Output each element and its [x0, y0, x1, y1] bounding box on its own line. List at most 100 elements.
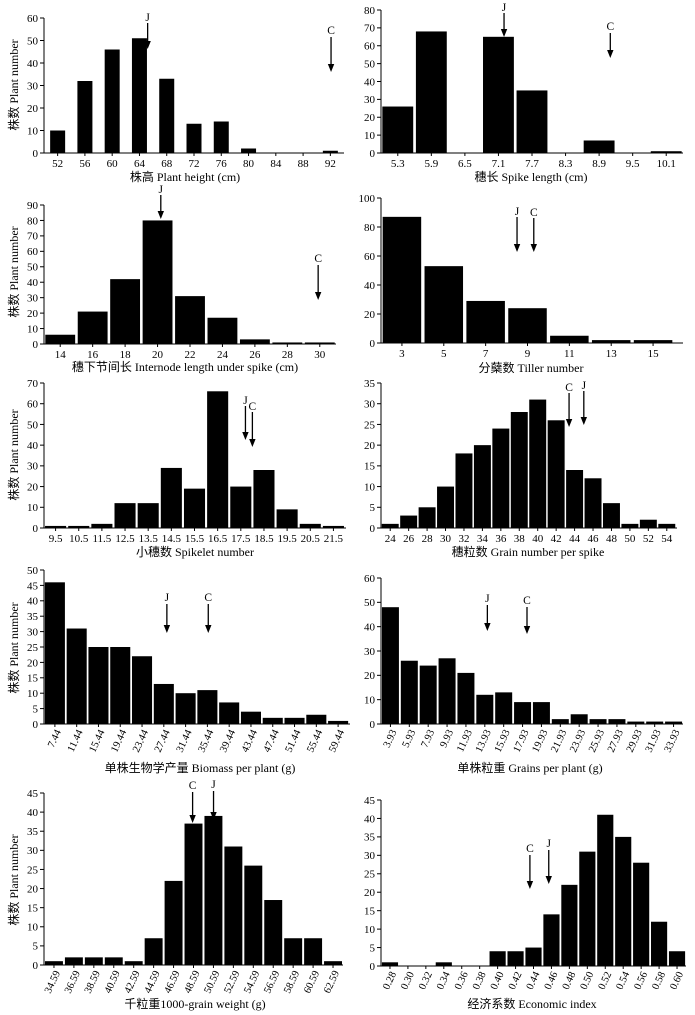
- y-tick-label: 20: [27, 883, 39, 895]
- histogram-bar: [45, 961, 63, 965]
- x-tick-label: 0.48: [561, 970, 579, 991]
- marker-label: C: [530, 207, 538, 219]
- x-tick-label: 5.3: [391, 158, 405, 170]
- y-tick-label: 80: [27, 215, 39, 227]
- y-tick-label: 50: [27, 565, 39, 577]
- y-tick-label: 35: [364, 832, 376, 844]
- histogram-bar: [241, 148, 257, 153]
- x-tick-label: 15.44: [88, 727, 108, 754]
- y-tick-label: 70: [27, 378, 39, 390]
- histogram-bar: [164, 880, 183, 965]
- y-tick-label: 0: [33, 339, 39, 351]
- histogram-bar: [230, 486, 252, 528]
- x-tick-label: 7.44: [46, 727, 64, 749]
- histogram-bar: [184, 823, 203, 965]
- x-tick-label: 19.44: [109, 727, 129, 754]
- y-tick-label: 40: [27, 807, 39, 819]
- histogram-bar: [91, 523, 113, 528]
- x-tick-label: 15: [648, 348, 660, 360]
- y-tick-label: 30: [27, 845, 39, 857]
- y-axis-title: 株数 Plant number: [6, 39, 21, 130]
- histogram-bar: [114, 503, 136, 528]
- y-tick-label: 90: [27, 200, 39, 212]
- x-tick-label: 27.44: [153, 727, 173, 754]
- y-tick-label: 50: [364, 597, 376, 609]
- x-tick-label: 44.59: [143, 969, 163, 995]
- histogram-bar: [668, 951, 686, 966]
- x-tick-label: 22: [185, 349, 196, 361]
- histogram-bar: [418, 507, 436, 528]
- x-tick-label: 34: [477, 533, 489, 545]
- histogram-bar: [551, 719, 569, 724]
- y-tick-label: 10: [364, 481, 376, 493]
- x-tick-label: 19.93: [531, 728, 551, 754]
- marker-label: J: [515, 206, 520, 218]
- histogram-panel: 0 5 10 15 20 25 30 35 24 26 28 30 32 34 36 38 40 42 44 46 48…: [364, 378, 677, 559]
- x-axis-title: 经济系数 Economic index: [467, 996, 596, 1011]
- x-tick-label: 72: [189, 158, 200, 170]
- marker-label: C: [526, 843, 534, 855]
- x-tick-label: 35.44: [196, 727, 216, 754]
- y-tick-label: 50: [27, 419, 39, 431]
- x-tick-label: 80: [243, 158, 255, 170]
- histogram-bar: [483, 36, 514, 154]
- histogram-bar: [457, 672, 475, 724]
- x-tick-label: 43.44: [240, 727, 260, 754]
- y-tick-label: 40: [364, 280, 376, 292]
- y-tick-label: 20: [364, 670, 376, 682]
- x-tick-label: 19.5: [277, 533, 297, 545]
- x-tick-label: 55.44: [305, 727, 325, 754]
- x-tick-label: 10.1: [657, 158, 676, 170]
- histogram-bar: [239, 339, 270, 344]
- x-tick-label: 16: [87, 349, 99, 361]
- histogram-bar: [583, 140, 615, 153]
- x-tick-label: 14: [55, 349, 67, 361]
- histogram-bar: [262, 717, 283, 724]
- x-tick-label: 64: [134, 158, 146, 170]
- histogram-bar: [197, 690, 218, 724]
- x-tick-label: 23.44: [131, 727, 151, 754]
- histogram-bar: [45, 334, 76, 344]
- y-tick-label: 40: [27, 440, 39, 452]
- histogram-panel: 0 5 10 15 20 25 30 35 40 45 34.59 36.59 38.59 40.59 42…: [6, 779, 343, 1011]
- histogram-bar: [529, 399, 547, 528]
- y-tick-label: 20: [364, 112, 376, 124]
- marker-arrowhead: [242, 432, 249, 440]
- histogram-bar: [665, 721, 683, 724]
- histogram-bar: [44, 582, 65, 724]
- y-tick-label: 10: [27, 502, 39, 514]
- histogram-bar: [508, 308, 547, 343]
- histogram-bar: [381, 962, 399, 966]
- y-tick-label: 60: [364, 41, 376, 53]
- y-tick-label: 10: [27, 922, 39, 934]
- histogram-bar: [570, 714, 588, 724]
- x-tick-label: 3: [399, 348, 405, 360]
- x-tick-label: 58.59: [282, 969, 302, 995]
- x-tick-label: 26: [403, 533, 415, 545]
- x-tick-label: 56: [79, 158, 91, 170]
- y-tick-label: 25: [364, 419, 376, 431]
- x-tick-label: 9.5: [49, 533, 63, 545]
- y-tick-label: 10: [364, 130, 376, 142]
- marker-arrowhead: [500, 29, 508, 37]
- y-tick-label: 20: [27, 481, 39, 493]
- histogram-bar: [160, 467, 182, 528]
- y-tick-label: 30: [27, 461, 39, 473]
- x-tick-label: 27.93: [606, 728, 626, 754]
- x-tick-label: 11: [564, 348, 575, 360]
- x-tick-label: 3.93: [382, 728, 400, 749]
- x-axis-title: 单株生物学产量 Biomass per plant (g): [105, 760, 296, 775]
- y-tick-label: 40: [27, 596, 39, 608]
- x-tick-label: 0.36: [453, 970, 471, 991]
- histogram-bar: [142, 220, 173, 344]
- y-tick-label: 0: [33, 148, 39, 160]
- histogram-bar: [299, 523, 321, 528]
- x-tick-label: 52: [52, 158, 63, 170]
- histogram-bar: [110, 279, 141, 344]
- x-tick-label: 48.59: [183, 969, 203, 995]
- x-tick-label: 0.54: [615, 969, 633, 991]
- marker-arrowhead: [530, 244, 537, 252]
- histogram-bar: [455, 453, 473, 528]
- histogram-bar: [328, 720, 349, 724]
